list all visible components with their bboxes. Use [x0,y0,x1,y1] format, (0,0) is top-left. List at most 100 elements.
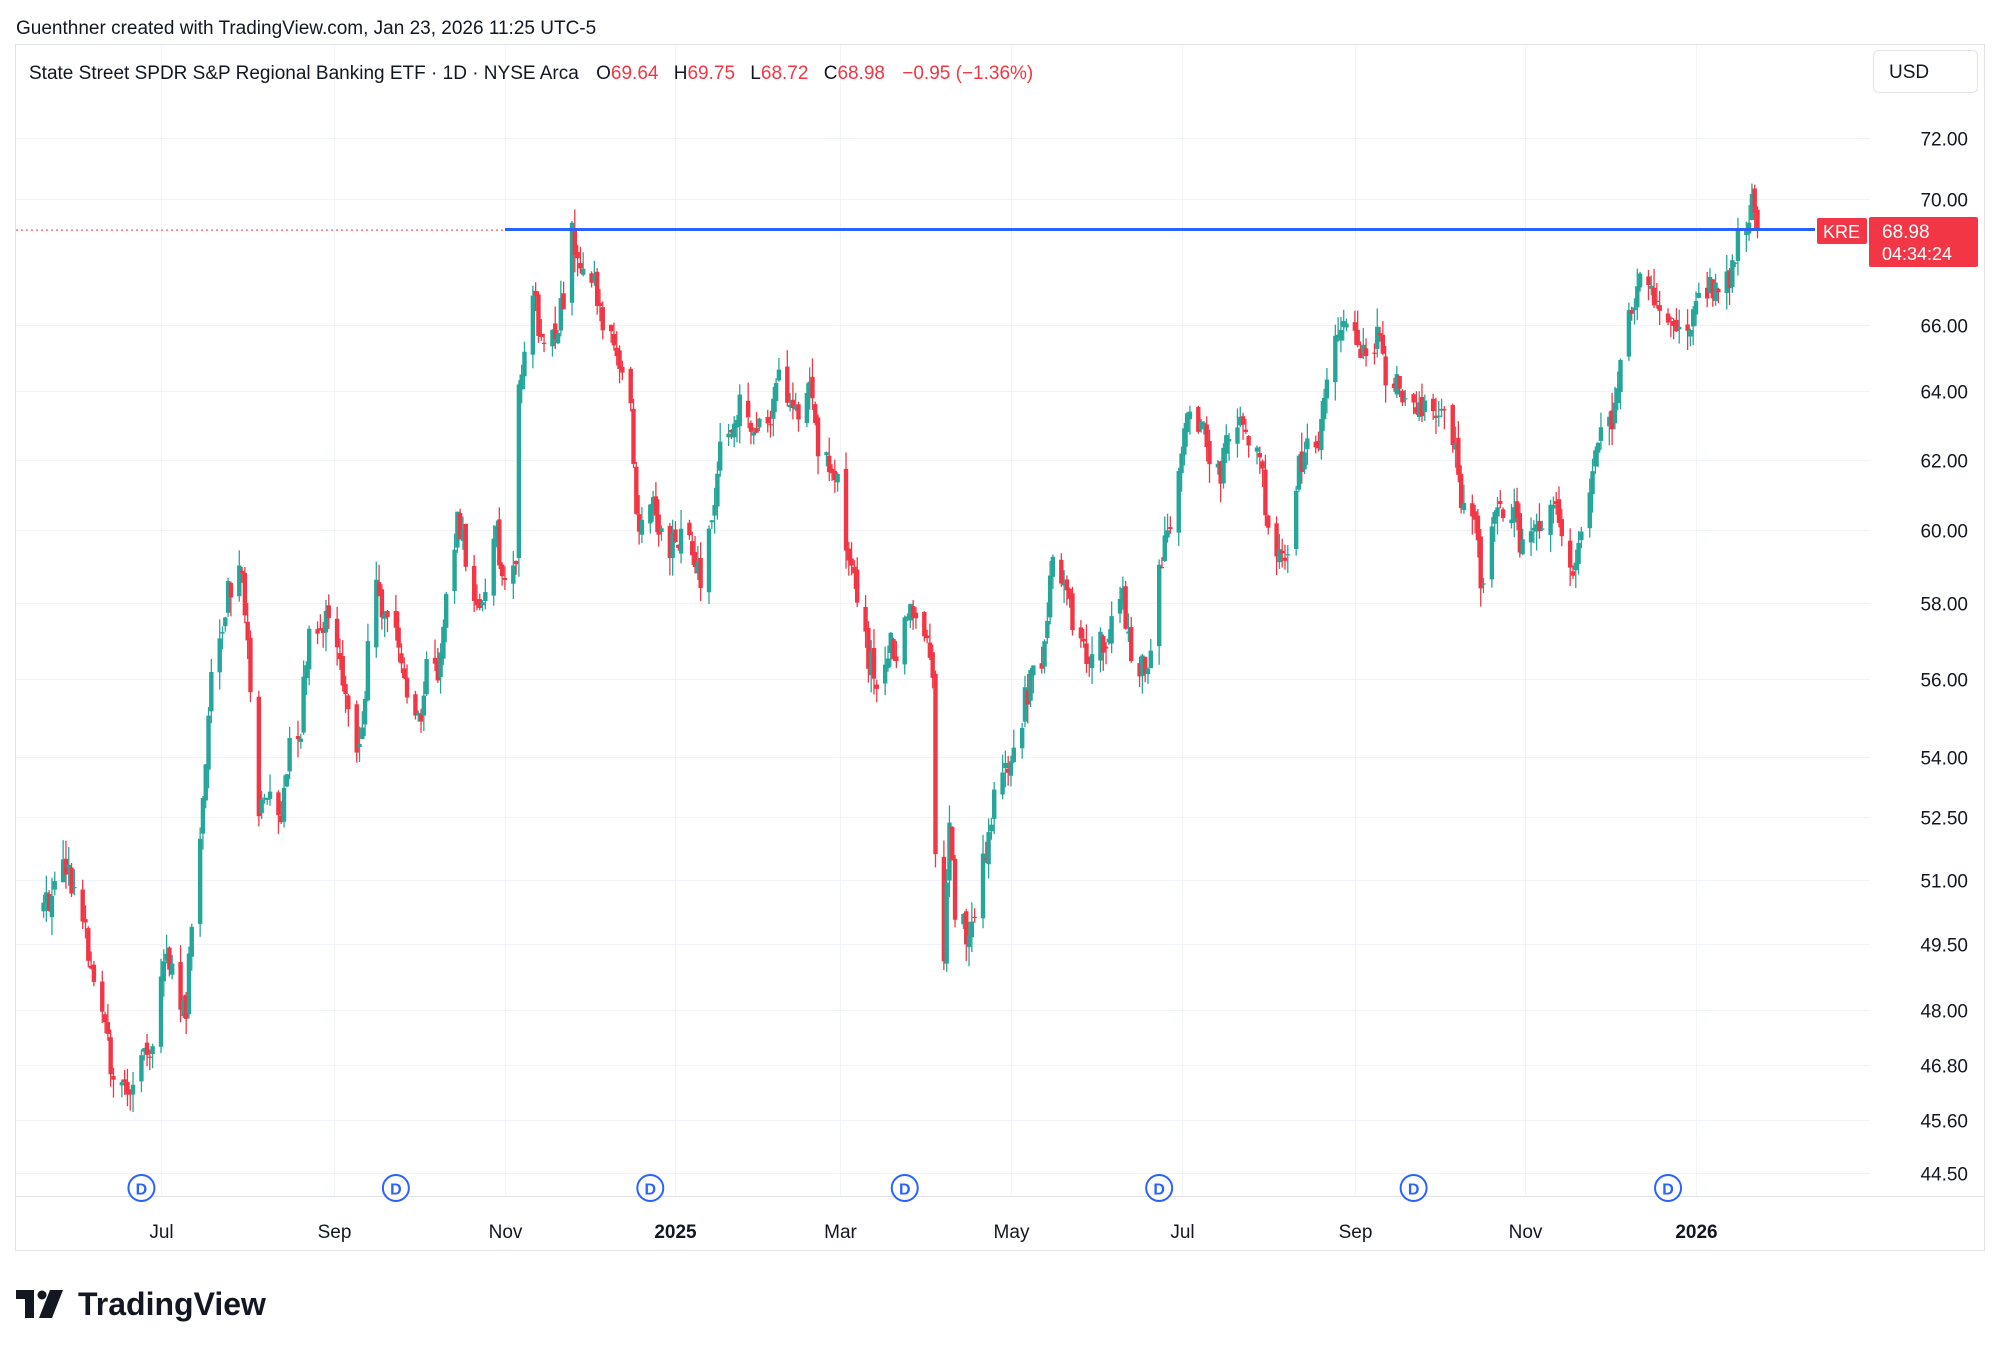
candle-body [670,532,675,559]
dividend-marker-circle[interactable] [1145,1174,1174,1202]
candle-body [259,799,264,814]
candle-body [203,764,208,801]
candle-body [829,468,835,474]
candle-body [650,497,656,507]
candle-body [692,552,698,568]
candle [670,519,675,576]
candle [636,495,642,545]
candle-body [1137,663,1142,677]
candle-body [1693,300,1699,315]
candle [1607,411,1612,446]
candle [717,423,723,477]
candle-body [1243,429,1249,432]
currency-button-box[interactable] [1873,50,1978,93]
dividend-marker-circle[interactable] [381,1174,410,1202]
candle [888,632,893,668]
tradingview-logo[interactable]: TradingView [16,1286,266,1322]
time-tick-label: May [994,1222,1030,1243]
candle [754,412,759,434]
candle-body [1478,536,1483,589]
candle [1335,317,1341,342]
candle [320,621,326,648]
candle [1081,628,1086,648]
candle [1372,343,1377,365]
dividend-marker[interactable]: D [127,1174,156,1202]
candle [379,584,385,630]
candle-body [382,614,387,619]
candle-body [966,935,972,948]
dividend-marker[interactable]: D [1145,1174,1174,1202]
candle [1207,429,1212,483]
candle [1391,377,1397,392]
candle-body [399,653,404,664]
candle [326,594,331,629]
candle-body [1022,687,1028,722]
candle [902,615,907,675]
candle-body [139,1055,144,1082]
candle-body [793,405,798,410]
candle [553,306,558,349]
candle-body [1156,564,1162,647]
candle-body [181,1000,186,1017]
candle-body [1559,519,1564,537]
dividend-marker[interactable]: D [1654,1174,1683,1202]
candle-body [499,564,505,577]
candle-body [1472,511,1478,520]
dividend-marker-circle[interactable] [1399,1174,1428,1202]
candle-body [1363,348,1369,357]
candle [634,461,639,515]
candle [323,600,329,652]
candle-body [248,637,253,693]
candle [1746,205,1752,241]
candle [376,564,382,597]
candle-body [1296,455,1302,490]
dividend-marker-circle[interactable] [890,1174,919,1202]
candle [1352,310,1358,345]
candle-body [1495,507,1500,517]
currency-button-label[interactable]: USD [1889,62,1929,83]
candle-body [1000,772,1005,795]
candle [790,382,796,420]
candle [441,619,446,665]
dividend-marker-circle[interactable] [636,1174,665,1202]
dividend-marker[interactable]: D [1399,1174,1428,1202]
candle-body [659,528,664,533]
candle [1238,406,1243,428]
candle-body [1442,409,1447,411]
dividend-marker[interactable]: D [890,1174,919,1202]
dividend-marker[interactable]: D [636,1174,665,1202]
candle [569,221,575,316]
dividend-marker[interactable]: D [381,1174,410,1202]
candle [852,560,857,590]
candle-body [690,541,695,556]
candle-body [301,676,306,733]
candle [259,790,264,819]
candle-body [695,561,701,574]
candle-body [964,911,969,945]
price-tick-label: 44.50 [1920,1165,1968,1186]
candle-body [1595,442,1601,453]
candle-body [1257,453,1263,458]
candle-body [930,652,935,678]
candle [1302,441,1307,475]
candle [354,700,359,763]
candle-body [1732,262,1738,264]
candle [1070,586,1075,636]
dividend-marker-circle[interactable] [1654,1174,1683,1202]
candle-body [452,549,457,592]
candle-body [1439,408,1444,411]
currency-button[interactable]: USD [1873,50,1978,93]
candle-body [1198,421,1204,430]
candle-body [1341,321,1346,327]
candle-body [239,570,245,573]
candle-body [1609,410,1615,430]
candle [1254,445,1260,465]
candle-body [66,864,71,869]
candle-body [161,961,166,982]
candle [69,862,74,898]
candle-body [1201,422,1207,425]
dividend-marker-circle[interactable] [127,1174,156,1202]
candle-body [594,271,600,306]
candle-body [771,398,776,419]
